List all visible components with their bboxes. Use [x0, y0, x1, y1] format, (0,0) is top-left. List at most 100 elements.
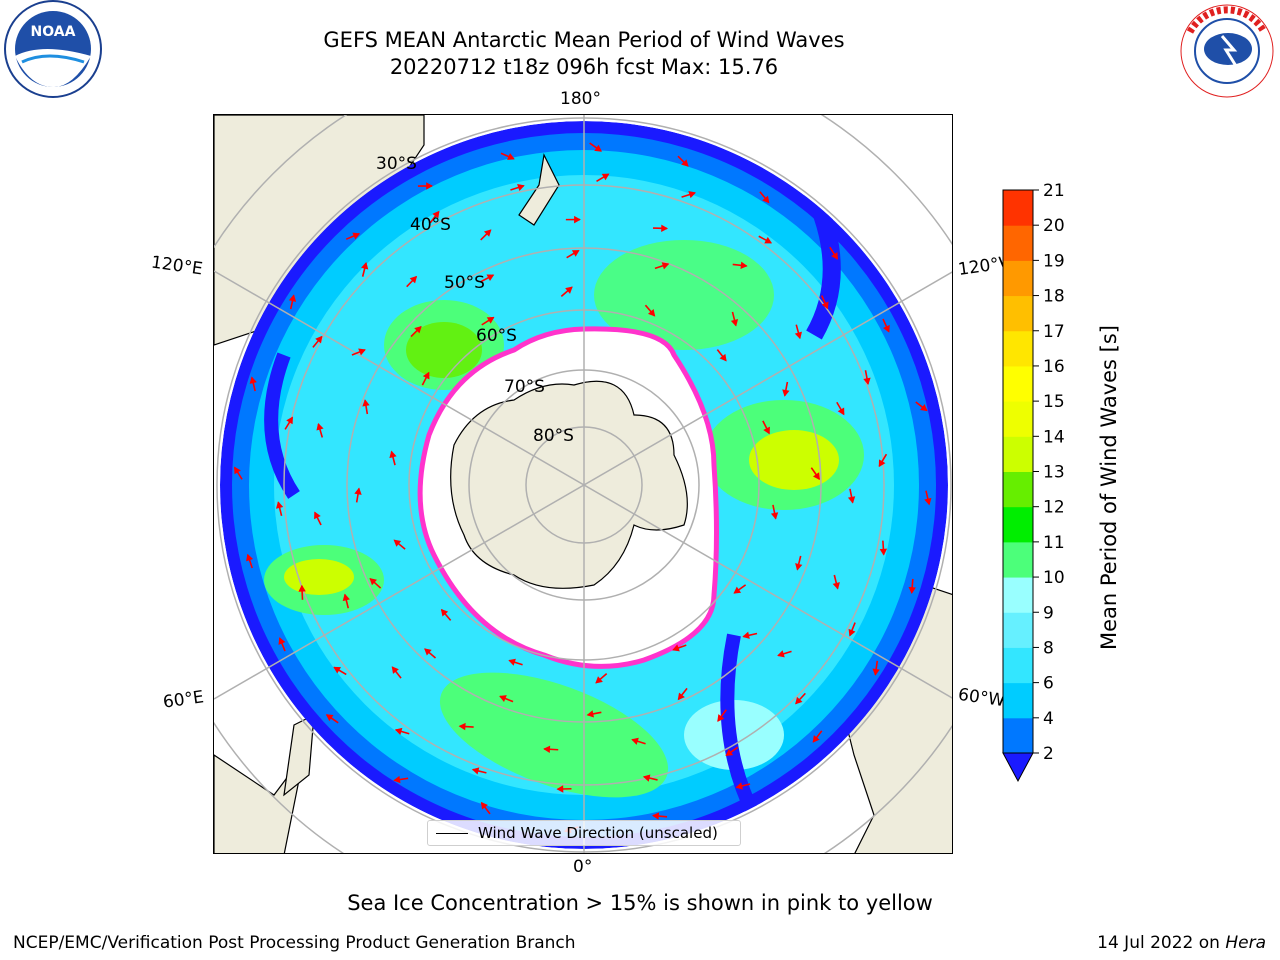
wind-wave-arrow-head — [740, 261, 748, 270]
land-madagascar — [283, 713, 315, 797]
colorbar-extend-arrow — [1002, 752, 1034, 783]
wind-wave-arrow-head — [770, 512, 779, 520]
wind-wave-arrow-head — [414, 325, 422, 334]
wind-wave-arrow-head — [565, 286, 573, 294]
wind-wave-arrow-head — [821, 301, 829, 310]
sea-ice-note: Sea Ice Concentration > 15% is shown in … — [347, 891, 933, 915]
wind-wave-arrow-head — [507, 153, 515, 160]
wind-wave-arrow-head — [812, 472, 820, 480]
wind-wave-arrow-head — [794, 331, 802, 340]
wind-wave-arrow-head — [725, 749, 734, 756]
wind-wave-arrow-head — [837, 407, 845, 416]
wind-wave-arrow-head — [879, 548, 888, 556]
wind-wave-arrow-head — [742, 631, 750, 639]
wind-wave-arrows — [233, 142, 932, 834]
wind-wave-arrow-head — [878, 459, 886, 468]
wind-wave-arrow-head — [847, 496, 856, 504]
wind-wave-arrow-head — [631, 737, 639, 745]
colorbar-tick-label: 21 — [1043, 181, 1065, 201]
wind-wave-arrow-head — [394, 727, 403, 736]
wind-wave-arrow-head — [432, 210, 440, 219]
colorbar-tick-label: 12 — [1043, 498, 1065, 518]
wind-wave-arrow-head — [642, 774, 651, 782]
wind-wave-arrow-head — [333, 666, 342, 674]
wind-wave-arrow-head — [908, 586, 916, 594]
wind-wave-arrow-head — [795, 563, 803, 571]
wind-wave-arrow-head — [652, 812, 660, 820]
map-legend: Wind Wave Direction (unscaled) — [427, 820, 741, 846]
wind-wave-arrow-head — [325, 714, 334, 722]
wind-wave-arrow-head — [288, 294, 297, 302]
colorbar-tick-label: 10 — [1043, 568, 1065, 588]
wind-wave-arrow-head — [517, 183, 525, 192]
wind-wave-arrow-head — [440, 608, 449, 617]
wind-wave-arrow-head — [920, 404, 928, 412]
wind-wave-arrow-head — [586, 710, 594, 718]
colorbar-title: Mean Period of Wind Waves [s] — [1097, 325, 1121, 650]
wind-wave-arrow-head — [422, 371, 430, 380]
wind-wave-arrow-head — [246, 553, 254, 562]
lat-label-50: 50°S — [444, 273, 485, 293]
wind-wave-arrow-head — [471, 767, 480, 775]
wind-wave-arrow-head — [424, 648, 432, 656]
wind-wave-arrow-head — [571, 250, 580, 257]
wind-wave-arrow-head — [777, 650, 785, 658]
wind-wave-arrow-head — [795, 696, 803, 705]
colorbar-segment — [1003, 260, 1033, 297]
colorbar-tick-label: 18 — [1043, 287, 1065, 307]
wind-wave-arrow-head — [298, 584, 306, 592]
colorbar-tick-label: 20 — [1043, 216, 1065, 236]
land-antarctica — [450, 380, 688, 589]
wind-wave-arrow-head — [762, 195, 770, 204]
wind-wave-arrow-head — [426, 182, 433, 190]
wind-wave-arrow-head — [730, 319, 739, 327]
wind-wave-arrow-head — [677, 692, 685, 701]
legend-label: Wind Wave Direction (unscaled) — [478, 824, 718, 842]
wind-wave-arrow-head — [486, 274, 495, 282]
colorbar-segment — [1003, 471, 1033, 508]
colorbar: 2 4 6 8 9 10 11 12 13 14 15 16 17 18 19 20 21 — [990, 180, 1110, 800]
wind-wave-arrow-head — [286, 416, 293, 425]
chart-title: GEFS MEAN Antarctic Mean Period of Wind … — [323, 28, 845, 52]
noaa-logo: NOAA — [2, 0, 104, 100]
colorbar-tick-label: 17 — [1043, 322, 1065, 342]
colorbar-segment — [1003, 295, 1033, 332]
footer-host: Hera — [1225, 933, 1266, 953]
wind-wave-arrow-head — [647, 309, 656, 317]
wind-wave-arrow-head — [594, 144, 602, 152]
colorbar-tick-label: 19 — [1043, 251, 1065, 271]
lat-label-70: 70°S — [504, 377, 545, 397]
wind-wave-arrow-head — [276, 501, 284, 509]
wind-wave-arrow-head — [763, 426, 770, 435]
colorbar-segment — [1003, 577, 1033, 613]
wind-wave-arrow-head — [358, 348, 366, 356]
wind-wave-arrow-head — [688, 191, 696, 199]
colorbar-segment — [1003, 401, 1033, 437]
wind-wave-arrow-head — [315, 335, 323, 344]
lon-label-top: 180° — [560, 89, 601, 109]
colorbar-segment — [1003, 612, 1033, 648]
lat-label-60: 60°S — [476, 326, 517, 346]
wind-wave-arrow-head — [672, 644, 680, 652]
wind-wave-arrow-head — [278, 637, 286, 645]
wind-wave-arrow-head — [393, 775, 401, 784]
wind-wave-arrow-head — [314, 511, 321, 520]
wind-wave-arrow-head — [848, 628, 856, 637]
colorbar-segment — [1003, 330, 1033, 367]
nws-logo — [1176, 2, 1278, 100]
wind-wave-arrow-head — [601, 173, 610, 181]
wind-wave-arrow-head — [832, 582, 840, 590]
colorbar-segment — [1003, 682, 1033, 719]
wind-wave-arrow-head — [354, 487, 362, 495]
graticule — [214, 115, 952, 853]
wind-wave-arrow-head — [733, 586, 742, 594]
footer-date: 14 Jul 2022 on Hera — [1097, 933, 1266, 953]
colorbar-tick-label: 8 — [1043, 638, 1054, 658]
wind-wave-arrow-head — [872, 668, 880, 676]
wind-wave-arrow-head — [719, 353, 727, 362]
colorbar-tick-label: 11 — [1043, 533, 1065, 553]
colorbar-tick-label: 16 — [1043, 357, 1065, 377]
svg-text:NOAA: NOAA — [31, 24, 76, 40]
wind-wave-arrow-head — [717, 714, 725, 722]
wind-wave-arrow-head — [681, 159, 689, 167]
